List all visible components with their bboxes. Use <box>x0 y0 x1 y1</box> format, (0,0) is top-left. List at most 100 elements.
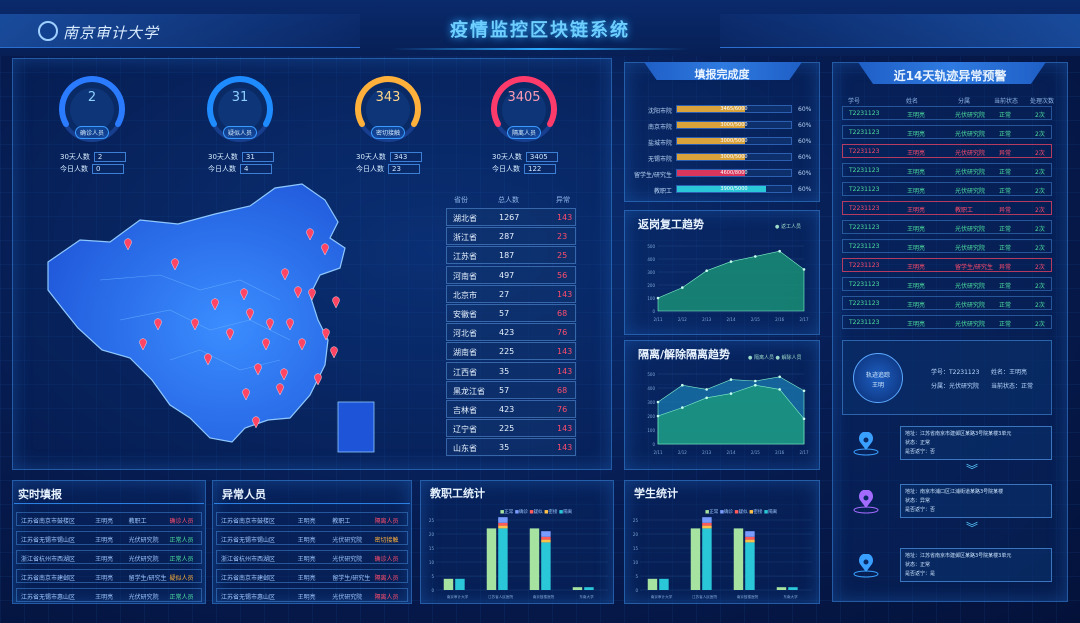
warning-name: 王明亮 <box>907 226 926 233</box>
map-pin-icon[interactable] <box>314 373 322 386</box>
map-pin-icon[interactable] <box>306 228 314 241</box>
track-circle-button[interactable]: 轨迹追踪 王明 <box>853 353 903 403</box>
bar-stack-1 <box>745 531 755 537</box>
province-row[interactable]: 湖南省 225 143 <box>446 342 576 361</box>
warning-row[interactable]: T2231123 王明亮 光伏研究院 正常 2次 <box>842 239 1052 253</box>
province-total: 225 <box>499 424 515 434</box>
warning-row[interactable]: T2231123 王明亮 光伏研究院 正常 2次 <box>842 106 1052 120</box>
map-pin-icon[interactable] <box>286 318 294 331</box>
row-dept: 教职工 <box>332 518 351 525</box>
warning-id: T2231123 <box>849 205 880 212</box>
report-panel <box>624 62 820 202</box>
map-pin-icon[interactable] <box>266 318 274 331</box>
map-pin-icon[interactable] <box>226 328 234 341</box>
list-row[interactable]: 江苏省南京市建邺区 王明亮 留学生/研究生 疑似人员 <box>16 569 202 583</box>
report-progress-track: 4600/8000 <box>676 169 792 177</box>
map-pin-icon[interactable] <box>240 288 248 301</box>
map-pin-icon[interactable] <box>252 416 260 429</box>
province-row[interactable]: 黑龙江省 57 68 <box>446 380 576 399</box>
province-total: 423 <box>499 405 515 414</box>
province-total: 27 <box>499 289 510 299</box>
map-pin-icon[interactable] <box>242 388 250 401</box>
warning-row[interactable]: T2231123 王明亮 光伏研究院 正常 2次 <box>842 296 1052 310</box>
warning-row[interactable]: T2231123 王明亮 光伏研究院 正常 2次 <box>842 220 1052 234</box>
student-bar-chart: 0 5 10 15 20 25 南京审计大学 江苏省人民医院 南京鼓楼医院 东南大学 <box>633 517 812 599</box>
map-pin-icon[interactable] <box>139 338 147 351</box>
map-pin-icon[interactable] <box>322 328 330 341</box>
y-tick-label: 300 <box>647 400 655 405</box>
warning-count: 2次 <box>1035 245 1045 252</box>
province-total: 423 <box>499 328 515 338</box>
list-row[interactable]: 江苏省南京市鼓楼区 王明亮 教职工 确诊人员 <box>16 512 202 526</box>
warning-row[interactable]: T2231123 王明亮 教职工 异常 2次 <box>842 201 1052 215</box>
map-pin-icon[interactable] <box>191 318 199 331</box>
track-card[interactable]: 地址：江苏省南京市建邺区某路3号院某楼3单元 状态：正常 是否返宁：是 <box>900 548 1052 582</box>
map-pin-icon[interactable] <box>332 296 340 309</box>
gauge-ring <box>59 76 125 142</box>
bar-stack-4 <box>702 528 712 590</box>
list-row[interactable]: 江苏省南京市建邺区 王明亮 留学生/研究生 隔离人员 <box>216 569 408 583</box>
map-pin-icon[interactable] <box>330 346 338 359</box>
map-pin-icon[interactable] <box>281 268 289 281</box>
warning-row[interactable]: T2231123 王明亮 光伏研究院 正常 2次 <box>842 277 1052 291</box>
province-row[interactable]: 河北省 423 76 <box>446 323 576 342</box>
map-pin-icon[interactable] <box>254 363 262 376</box>
row-dept: 光伏研究院 <box>332 594 363 601</box>
report-progress-track: 3465/6000 <box>676 105 792 113</box>
province-total: 187 <box>499 251 515 261</box>
warning-row[interactable]: T2231123 王明亮 光伏研究院 正常 2次 <box>842 315 1052 329</box>
map-pin-icon[interactable] <box>154 318 162 331</box>
x-tick-label: 2/13 <box>702 317 711 322</box>
list-row[interactable]: 江苏省无锡市惠山区 王明亮 光伏研究院 隔离人员 <box>216 588 408 602</box>
map-pin-icon[interactable] <box>262 338 270 351</box>
province-row[interactable]: 山东省 35 143 <box>446 438 576 457</box>
track-card[interactable]: 地址：江苏省南京市建邺区某路3号院某楼3单元 状态：正常 是否返宁：否 <box>900 426 1052 460</box>
map-pin-icon[interactable] <box>280 368 288 381</box>
data-point <box>681 406 684 409</box>
warning-row[interactable]: T2231123 王明亮 光伏研究院 异常 2次 <box>842 144 1052 158</box>
warning-row[interactable]: T2231123 王明亮 留学生/研究生 异常 2次 <box>842 258 1052 272</box>
province-row[interactable]: 吉林省 423 76 <box>446 400 576 418</box>
list-row[interactable]: 浙江省杭州市西湖区 王明亮 光伏研究院 确诊人员 <box>216 550 408 564</box>
warning-count: 2次 <box>1035 131 1045 138</box>
map-pin-icon[interactable] <box>298 338 306 351</box>
map-pin-icon[interactable] <box>211 298 219 311</box>
row-name: 王明亮 <box>95 518 114 525</box>
province-row[interactable]: 江西省 35 143 <box>446 361 576 380</box>
data-point <box>754 255 757 258</box>
province-row[interactable]: 安徽省 57 68 <box>446 304 576 322</box>
row-name: 王明亮 <box>297 575 316 582</box>
map-pin-icon[interactable] <box>321 243 329 256</box>
province-name: 黑龙江省 <box>453 386 485 396</box>
province-row[interactable]: 河南省 497 56 <box>446 265 576 284</box>
map-border-line <box>119 309 291 341</box>
list-row[interactable]: 江苏省无锡市锡山区 王明亮 光伏研究院 正常人员 <box>16 531 202 545</box>
y-tick-label: 100 <box>647 296 655 301</box>
map-pin-icon[interactable] <box>246 308 254 321</box>
report-percent: 60% <box>798 170 812 177</box>
list-row[interactable]: 江苏省南京市鼓楼区 王明亮 教职工 隔离人员 <box>216 512 408 526</box>
list-row[interactable]: 江苏省无锡市惠山区 王明亮 光伏研究院 正常人员 <box>16 588 202 602</box>
warning-row[interactable]: T2231123 王明亮 光伏研究院 正常 2次 <box>842 182 1052 196</box>
realtime-title-underline <box>14 503 204 504</box>
province-row[interactable]: 江苏省 187 25 <box>446 246 576 265</box>
province-row[interactable]: 北京市 27 143 <box>446 284 576 303</box>
province-row[interactable]: 辽宁省 225 143 <box>446 419 576 438</box>
staff-legend-4: 隔离 <box>563 510 573 515</box>
list-row[interactable]: 江苏省无锡市锡山区 王明亮 光伏研究院 密切接触 <box>216 531 408 545</box>
track-card[interactable]: 地址：南京市浦口区江浦街道某路3号院某楼 状态：异常 是否返宁：否 <box>900 484 1052 518</box>
map-pin-icon[interactable] <box>294 286 302 299</box>
warning-row[interactable]: T2231123 王明亮 光伏研究院 正常 2次 <box>842 163 1052 177</box>
map-pin-icon[interactable] <box>204 353 212 366</box>
row-address: 江苏省南京市建邺区 <box>21 575 76 582</box>
list-row[interactable]: 浙江省杭州市西湖区 王明亮 光伏研究院 正常人员 <box>16 550 202 564</box>
map-pin-icon[interactable] <box>124 238 132 251</box>
map-pin-icon[interactable] <box>171 258 179 271</box>
province-row[interactable]: 浙江省 287 23 <box>446 227 576 246</box>
map-pin-icon[interactable] <box>276 383 284 396</box>
map-pin-icon[interactable] <box>308 288 316 301</box>
today-value: 122 <box>524 164 556 174</box>
abnormal-title-underline <box>214 503 410 504</box>
province-row[interactable]: 湖北省 1267 143 <box>446 208 576 226</box>
warning-row[interactable]: T2231123 王明亮 光伏研究院 正常 2次 <box>842 125 1052 139</box>
